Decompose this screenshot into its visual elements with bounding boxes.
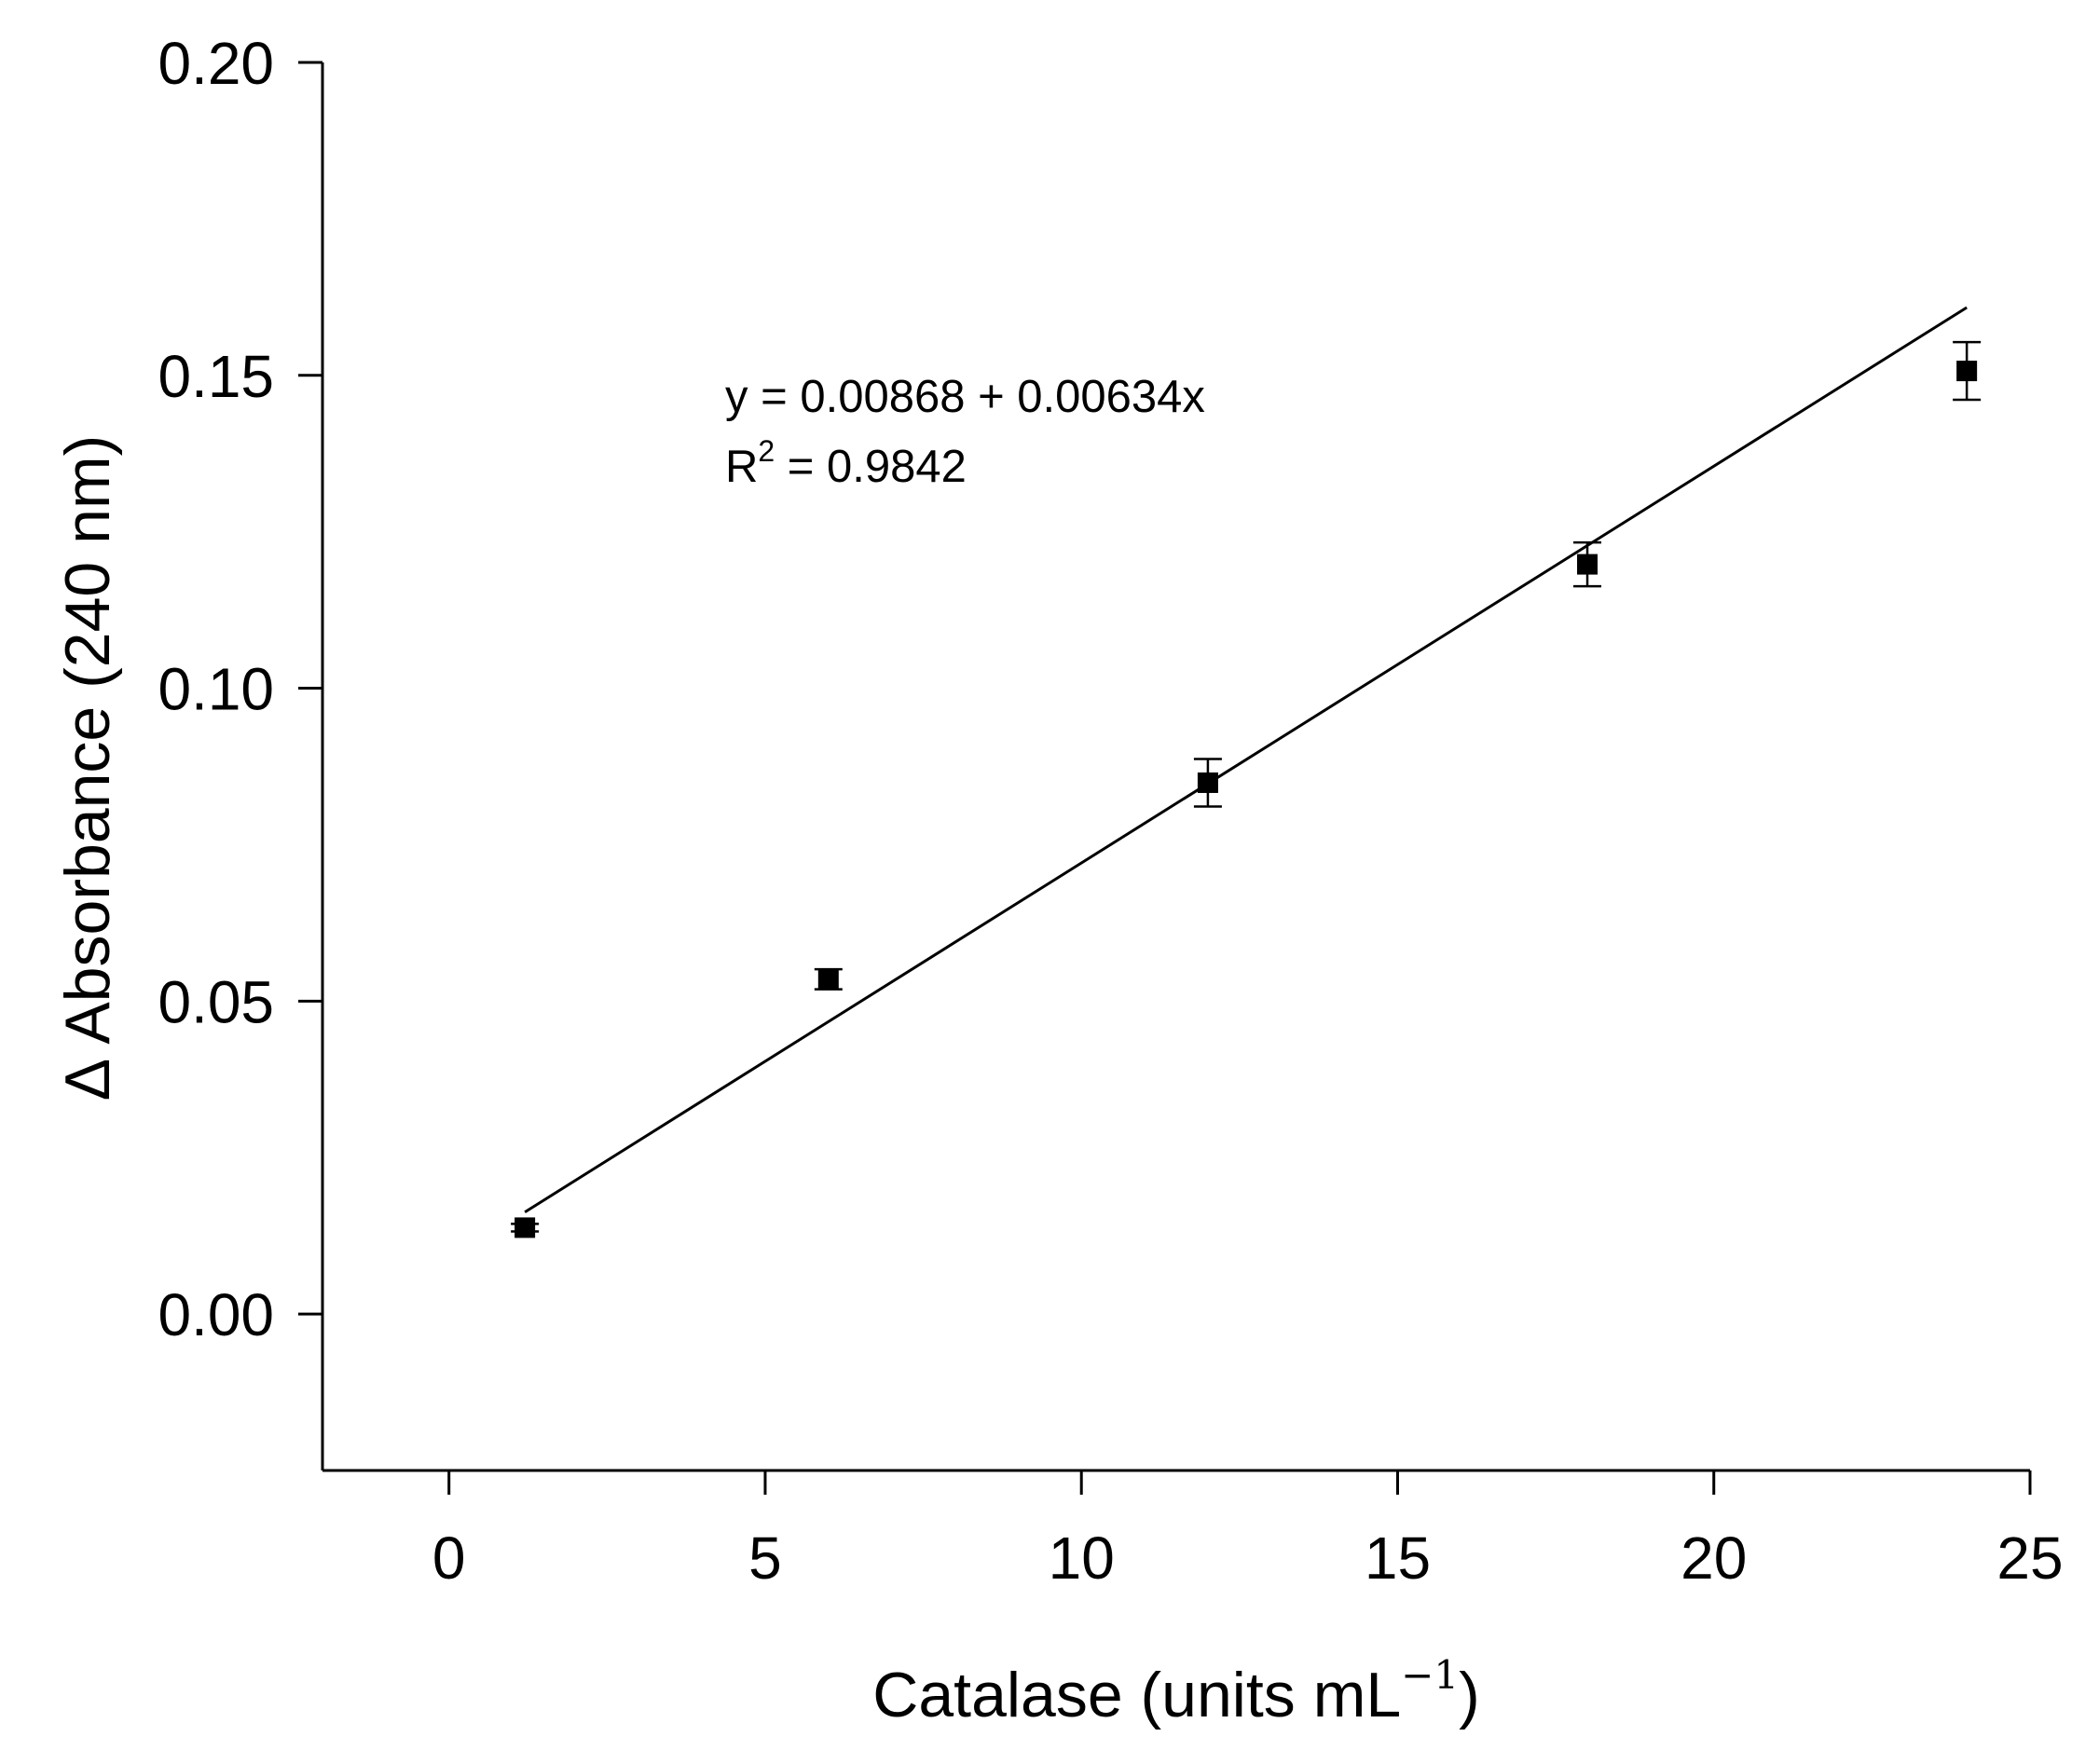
x-axis-title-text: Catalase (units mL xyxy=(872,1660,1401,1730)
x-axis-title: Catalase (units mL−1) xyxy=(872,1652,1480,1730)
fit-line xyxy=(524,306,1968,1213)
r-squared-annotation: R2 = 0.9842 xyxy=(725,434,967,492)
x-tick-label: 0 xyxy=(432,1525,466,1592)
x-axis-title-suffix: ) xyxy=(1459,1660,1480,1730)
x-axis-title-superscript: −1 xyxy=(1401,1652,1459,1698)
equation-annotation: y = 0.00868 + 0.00634x xyxy=(725,372,1205,422)
y-tick-label: 0.00 xyxy=(158,1281,274,1348)
y-tick-label: 0.20 xyxy=(158,30,274,97)
r-squared-superscript: 2 xyxy=(758,434,775,468)
data-point xyxy=(817,968,839,990)
axes xyxy=(321,62,2030,1472)
data-points xyxy=(511,340,1982,1238)
x-tick-label: 25 xyxy=(1996,1525,2063,1592)
r-squared-label: R xyxy=(725,442,758,492)
data-point xyxy=(1577,554,1598,575)
y-tick-label: 0.15 xyxy=(158,343,274,410)
fit-line-group xyxy=(524,306,1968,1213)
x-tick-label: 20 xyxy=(1681,1525,1747,1592)
r-squared-value: = 0.9842 xyxy=(775,442,967,492)
y-tick-label: 0.05 xyxy=(158,968,274,1035)
x-tick-label: 15 xyxy=(1365,1525,1431,1592)
y-tick-label: 0.10 xyxy=(158,656,274,723)
y-axis-title: Δ Absorbance (240 nm) xyxy=(52,435,123,1101)
x-tick-label: 5 xyxy=(748,1525,782,1592)
x-tick-label: 10 xyxy=(1049,1525,1115,1592)
data-point xyxy=(1197,772,1218,793)
ticks: 0 5 10 15 20 25 0.00 0.05 0.10 0.15 0.20 xyxy=(158,30,2063,1592)
data-point xyxy=(514,1217,536,1238)
data-point xyxy=(1956,361,1978,382)
